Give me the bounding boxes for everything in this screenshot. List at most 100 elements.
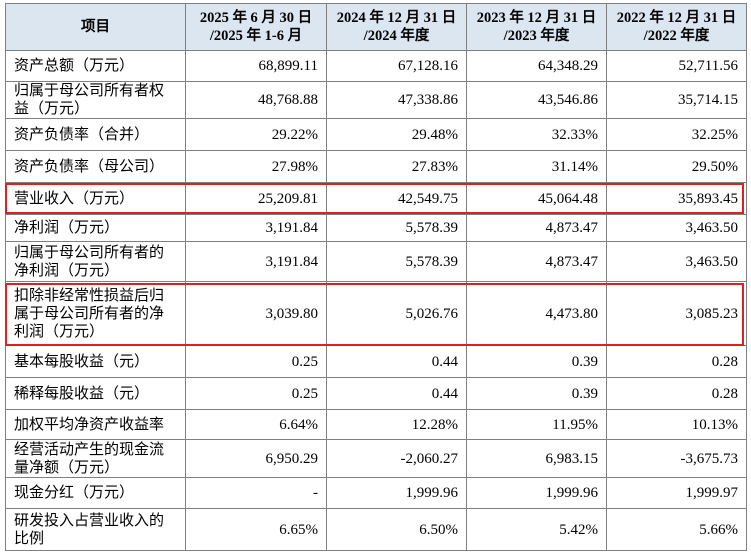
row-label: 研发投入占营业收入的比例 [5, 508, 186, 551]
financial-table: 项目 2025 年 6 月 30 日/2025 年 1-6 月 2024 年 12 … [5, 3, 747, 551]
cell-value: 45,064.48 [466, 182, 607, 215]
cell-value: 6,983.15 [466, 439, 607, 478]
row-label: 加权平均净资产收益率 [5, 409, 186, 440]
cell-value: 3,039.80 [185, 281, 327, 346]
cell-value: 32.25% [606, 118, 747, 151]
table-row: 归属于母公司所有者权益（万元） 48,768.88 47,338.86 43,546.… [5, 81, 747, 119]
cell-value: 25,209.81 [185, 182, 327, 215]
cell-value: 27.98% [185, 150, 327, 183]
header-text: 项目 [81, 19, 110, 35]
cell-value: 35,893.45 [606, 182, 747, 215]
row-label: 资产负债率（母公司） [5, 150, 186, 183]
row-label: 基本每股收益（元） [5, 345, 186, 378]
cell-value: 0.39 [466, 377, 607, 410]
row-label: 现金分红（万元） [5, 477, 186, 509]
table-row: 资产负债率（母公司） 27.98% 27.83% 31.14% 29.50% [5, 150, 747, 183]
row-label: 资产总额（万元） [5, 50, 186, 82]
header-text: /2024 年度 [363, 28, 430, 44]
row-label: 归属于母公司所有者的净利润（万元） [5, 241, 186, 282]
table-row: 现金分红（万元） -1,999.96 1,999.96 1,999.97 [5, 477, 747, 509]
cell-value: 1,999.96 [466, 477, 607, 509]
table-row: 净利润（万元） 3,191.84 5,578.39 4,873.47 3,463.50 [5, 214, 747, 242]
cell-value: 3,085.23 [606, 281, 747, 346]
table-row: 经营活动产生的现金流量净额（万元） 6,950.29 -2,060.27 6,983.… [5, 439, 747, 478]
cell-value: 10.13% [606, 409, 747, 440]
cell-value: -3,675.73 [606, 439, 747, 478]
row-label: 归属于母公司所有者权益（万元） [5, 81, 186, 119]
cell-value: 67,128.16 [326, 50, 467, 82]
header-cell: 2024 年 12 月 31 日/2024 年度 [326, 3, 467, 51]
cell-value: 5.42% [466, 508, 607, 551]
cell-value: 52,711.56 [606, 50, 747, 82]
table-row: 资产总额（万元） 68,899.11 67,128.16 64,348.29 52,71… [5, 50, 747, 82]
header-text: /2025 年 1-6 月 [209, 28, 303, 44]
cell-value: 5,578.39 [326, 241, 467, 282]
cell-value: 6.65% [185, 508, 327, 551]
table-row: 扣除非经常性损益后归属于母公司所有者的净利润（万元） 3,039.80 5,026.… [5, 281, 747, 346]
header-text: 2023 年 12 月 31 日 [476, 10, 597, 26]
header-text: 2022 年 12 月 31 日 [616, 10, 737, 26]
row-label: 净利润（万元） [5, 214, 186, 242]
cell-value: 0.28 [606, 345, 747, 378]
row-label: 扣除非经常性损益后归属于母公司所有者的净利润（万元） [5, 281, 186, 346]
row-label: 资产负债率（合并） [5, 118, 186, 151]
header-cell: 项目 [5, 3, 186, 51]
cell-value: 3,191.84 [185, 214, 327, 242]
cell-value: 29.48% [326, 118, 467, 151]
cell-value: 4,873.47 [466, 241, 607, 282]
cell-value: 4,473.80 [466, 281, 607, 346]
cell-value: 32.33% [466, 118, 607, 151]
header-row: 项目 2025 年 6 月 30 日/2025 年 1-6 月 2024 年 12 … [5, 3, 747, 51]
table-row: 资产负债率（合并） 29.22% 29.48% 32.33% 32.25% [5, 118, 747, 151]
cell-value: 6.64% [185, 409, 327, 440]
cell-value: 1,999.97 [606, 477, 747, 509]
cell-value: 4,873.47 [466, 214, 607, 242]
cell-value: 11.95% [466, 409, 607, 440]
cell-value: 0.44 [326, 345, 467, 378]
cell-value: 47,338.86 [326, 81, 467, 119]
table-row: 基本每股收益（元） 0.25 0.44 0.39 0.28 [5, 345, 747, 378]
header-cell: 2022 年 12 月 31 日/2022 年度 [606, 3, 747, 51]
cell-value: 48,768.88 [185, 81, 327, 119]
cell-value: 0.28 [606, 377, 747, 410]
cell-value: 35,714.15 [606, 81, 747, 119]
row-label: 营业收入（万元） [5, 182, 186, 215]
cell-value: 29.22% [185, 118, 327, 151]
table-row: 加权平均净资产收益率 6.64% 12.28% 11.95% 10.13% [5, 409, 747, 440]
cell-value: 31.14% [466, 150, 607, 183]
cell-value: 5.66% [606, 508, 747, 551]
cell-value: 3,463.50 [606, 241, 747, 282]
cell-value: -2,060.27 [326, 439, 467, 478]
table-row: 研发投入占营业收入的比例 6.65% 6.50% 5.42% 5.66% [5, 508, 747, 551]
cell-value: - [185, 477, 327, 509]
table-row: 营业收入（万元） 25,209.81 42,549.75 45,064.48 35,89… [5, 182, 747, 215]
cell-value: 0.39 [466, 345, 607, 378]
header-text: 2024 年 12 月 31 日 [336, 10, 457, 26]
row-label: 稀释每股收益（元） [5, 377, 186, 410]
header-text: /2023 年度 [503, 28, 570, 44]
cell-value: 0.44 [326, 377, 467, 410]
table-row: 稀释每股收益（元） 0.25 0.44 0.39 0.28 [5, 377, 747, 410]
header-cell: 2023 年 12 月 31 日/2023 年度 [466, 3, 607, 51]
cell-value: 3,191.84 [185, 241, 327, 282]
cell-value: 5,026.76 [326, 281, 467, 346]
cell-value: 68,899.11 [185, 50, 327, 82]
cell-value: 27.83% [326, 150, 467, 183]
cell-value: 29.50% [606, 150, 747, 183]
cell-value: 6,950.29 [185, 439, 327, 478]
cell-value: 1,999.96 [326, 477, 467, 509]
cell-value: 12.28% [326, 409, 467, 440]
header-text: 2025 年 6 月 30 日 [199, 10, 313, 26]
cell-value: 0.25 [185, 377, 327, 410]
cell-value: 42,549.75 [326, 182, 467, 215]
header-cell: 2025 年 6 月 30 日/2025 年 1-6 月 [185, 3, 327, 51]
header-text: /2022 年度 [643, 28, 710, 44]
cell-value: 3,463.50 [606, 214, 747, 242]
cell-value: 5,578.39 [326, 214, 467, 242]
table-row: 归属于母公司所有者的净利润（万元） 3,191.84 5,578.39 4,873.4… [5, 241, 747, 282]
cell-value: 0.25 [185, 345, 327, 378]
cell-value: 6.50% [326, 508, 467, 551]
cell-value: 43,546.86 [466, 81, 607, 119]
row-label: 经营活动产生的现金流量净额（万元） [5, 439, 186, 478]
